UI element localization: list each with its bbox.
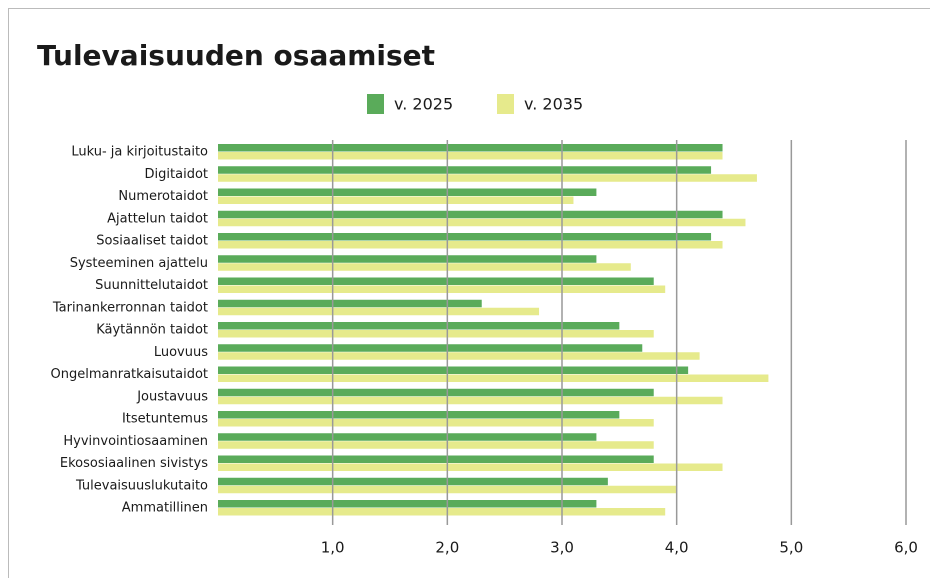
bar bbox=[218, 389, 654, 397]
bar bbox=[218, 456, 654, 464]
y-tick-label: Sosiaaliset taidot bbox=[96, 234, 208, 249]
y-tick-label: Tarinankerronnan taidot bbox=[52, 300, 208, 315]
bar bbox=[218, 308, 539, 316]
bar bbox=[218, 166, 711, 174]
x-tick-label: 5,0 bbox=[779, 539, 803, 557]
bar bbox=[218, 322, 619, 330]
x-tick-label: 6,0 bbox=[894, 539, 918, 557]
bar bbox=[218, 189, 596, 197]
bar bbox=[218, 286, 665, 294]
y-tick-label: Hyvinvointiosaaminen bbox=[63, 434, 208, 449]
y-tick-label: Itsetuntemus bbox=[122, 412, 208, 427]
x-tick-label: 3,0 bbox=[550, 539, 574, 557]
bar bbox=[218, 219, 745, 227]
bar bbox=[218, 300, 482, 308]
y-tick-label: Luku- ja kirjoitustaito bbox=[71, 145, 208, 160]
bar bbox=[218, 152, 723, 160]
legend-label: v. 2025 bbox=[394, 95, 453, 114]
bar bbox=[218, 197, 573, 205]
y-tick-label: Joustavuus bbox=[136, 389, 208, 404]
legend-swatch bbox=[497, 94, 514, 114]
y-tick-label: Digitaidot bbox=[145, 167, 208, 182]
bar bbox=[218, 241, 723, 249]
x-tick-label: 4,0 bbox=[665, 539, 689, 557]
bar bbox=[218, 508, 665, 516]
chart-title: Tulevaisuuden osaamiset bbox=[37, 39, 435, 72]
x-tick-label: 2,0 bbox=[435, 539, 459, 557]
bar bbox=[218, 367, 688, 375]
bar bbox=[218, 255, 596, 263]
bar bbox=[218, 144, 723, 152]
y-tick-label: Ammatillinen bbox=[122, 501, 208, 516]
bar bbox=[218, 352, 700, 360]
y-tick-label: Ajattelun taidot bbox=[107, 211, 208, 226]
y-tick-label: Numerotaidot bbox=[118, 189, 208, 204]
y-tick-label: Tulevaisuuslukutaito bbox=[75, 478, 208, 493]
y-tick-label: Systeeminen ajattelu bbox=[70, 256, 208, 271]
bar bbox=[218, 433, 596, 441]
bar bbox=[218, 233, 711, 241]
bar bbox=[218, 330, 654, 338]
bar bbox=[218, 211, 723, 219]
bar bbox=[218, 478, 608, 486]
bar bbox=[218, 464, 723, 472]
bar bbox=[218, 263, 631, 271]
y-tick-label: Luovuus bbox=[154, 345, 208, 360]
legend-swatch bbox=[367, 94, 384, 114]
y-tick-label: Käytännön taidot bbox=[96, 323, 208, 338]
y-tick-label: Ongelmanratkaisutaidot bbox=[51, 367, 208, 382]
x-tick-label: 1,0 bbox=[321, 539, 345, 557]
legend-label: v. 2035 bbox=[524, 95, 583, 114]
bar bbox=[218, 278, 654, 286]
bar bbox=[218, 344, 642, 352]
y-tick-label: Ekososiaalinen sivistys bbox=[60, 456, 208, 471]
bar bbox=[218, 411, 619, 419]
bar bbox=[218, 375, 768, 383]
y-tick-label: Suunnittelutaidot bbox=[95, 278, 208, 293]
bar bbox=[218, 419, 654, 427]
bar bbox=[218, 441, 654, 449]
bar bbox=[218, 500, 596, 508]
bar bbox=[218, 397, 723, 405]
